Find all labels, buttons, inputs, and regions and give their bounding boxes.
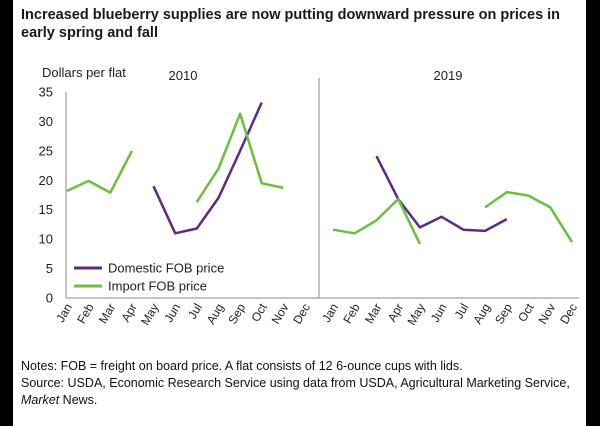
x-tick-label: Mar	[362, 301, 384, 326]
x-tick-label: Feb	[74, 301, 97, 326]
y-tick-label: 30	[39, 114, 53, 129]
x-tick-label: Apr	[385, 301, 406, 324]
x-tick-label: Feb	[340, 301, 363, 326]
x-tick-label: Jan	[319, 301, 341, 325]
x-tick-label: Sep	[225, 301, 248, 327]
legend-label-import: Import FOB price	[108, 279, 207, 294]
x-tick-label: Aug	[470, 301, 493, 326]
y-tick-label: 25	[39, 143, 53, 158]
x-tick-label: May	[138, 301, 161, 328]
panel-label-2010: 2010	[169, 68, 198, 83]
x-tick-label: Sep	[492, 301, 515, 327]
import-price-line-2010	[195, 112, 284, 203]
panel-label-2019: 2019	[434, 68, 463, 83]
x-tick-label: May	[405, 301, 428, 328]
labels-layer: Dollars per flat 2010 2019	[42, 65, 462, 83]
chart-card: 0 5 10 15 20 25 30 35 Jan Feb Mar Apr May Jun Jul Aug Se…	[13, 0, 586, 426]
y-tick-label: 0	[46, 291, 53, 306]
legend: Domestic FOB price Import FOB price	[74, 261, 224, 294]
x-tick-label: Jul	[185, 301, 205, 321]
x-tick-label: Jun	[161, 301, 183, 325]
source-italic-text: Market	[21, 393, 60, 407]
chart-notes: Notes: FOB = freight on board price. A f…	[21, 358, 581, 409]
y-tick-label: 10	[39, 232, 53, 247]
x-tick-label: Aug	[204, 301, 227, 326]
series-layer	[66, 102, 574, 245]
x-tick-label: Dec	[290, 301, 313, 326]
y-tick-label: 15	[39, 202, 53, 217]
source-suffix: News.	[59, 393, 98, 407]
y-tick-label: 35	[39, 85, 53, 100]
x-tick-label: Nov	[536, 301, 559, 326]
x-tick-label: Dec	[557, 301, 580, 326]
import-price-line-2010	[66, 150, 134, 194]
x-tick-label: Jul	[452, 301, 472, 321]
x-tick-label: Oct	[248, 300, 270, 324]
x-tick-label: Apr	[119, 301, 140, 324]
domestic-price-line-2010	[152, 102, 263, 235]
source-text: Source: USDA, Economic Research Service …	[21, 376, 570, 390]
import-price-line-2019	[332, 197, 422, 245]
import-price-line-2019	[484, 190, 574, 243]
x-tick-label: Oct	[515, 300, 537, 324]
x-tick-label: Nov	[269, 301, 292, 326]
chart-title: Increased blueberry supplies are now put…	[21, 7, 561, 41]
y-tick-label: 20	[39, 173, 53, 188]
legend-label-domestic: Domestic FOB price	[108, 261, 224, 276]
source-line: Source: USDA, Economic Research Service …	[21, 375, 581, 409]
x-tick-label: Jan	[53, 301, 75, 325]
x-tick-label: Jun	[428, 301, 450, 325]
y-axis-label: Dollars per flat	[42, 65, 126, 80]
y-tick-label: 5	[46, 261, 53, 276]
x-tick-label: Mar	[96, 301, 118, 326]
notes-line: Notes: FOB = freight on board price. A f…	[21, 359, 463, 373]
domestic-price-line-2019	[375, 155, 508, 233]
